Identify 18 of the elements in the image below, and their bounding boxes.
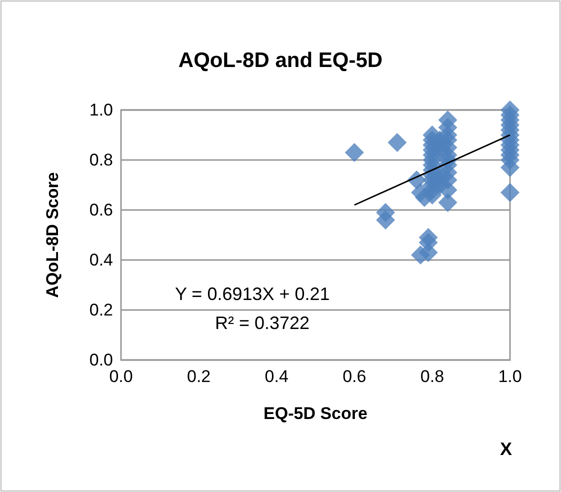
x-tick-label: 0.6 — [342, 367, 366, 386]
chart-title: AQoL-8D and EQ-5D — [178, 49, 383, 72]
y-tick-label: 0.0 — [89, 350, 113, 370]
y-tick-label: 0.4 — [89, 250, 113, 270]
y-tick-label: 0.6 — [89, 200, 113, 220]
x-tick-label: 0.8 — [420, 367, 444, 386]
annotation: Y = 0.6913X + 0.21 — [175, 284, 330, 304]
annotation: R² = 0.3722 — [215, 313, 310, 333]
x-tick-label: 0.0 — [109, 367, 133, 386]
x-tick-label: 0.2 — [186, 367, 211, 386]
y-tick-label: 1.0 — [89, 100, 113, 120]
y-tick-label: 0.8 — [89, 150, 113, 170]
x-axis-title: EQ-5D Score — [264, 404, 368, 423]
text: X — [500, 439, 512, 459]
x-tick-label: 0.4 — [264, 367, 288, 386]
y-tick-label: 0.2 — [89, 300, 113, 320]
y-axis-title: AQoL-8D Score — [43, 172, 62, 298]
x-tick-label: 1.0 — [498, 367, 522, 386]
